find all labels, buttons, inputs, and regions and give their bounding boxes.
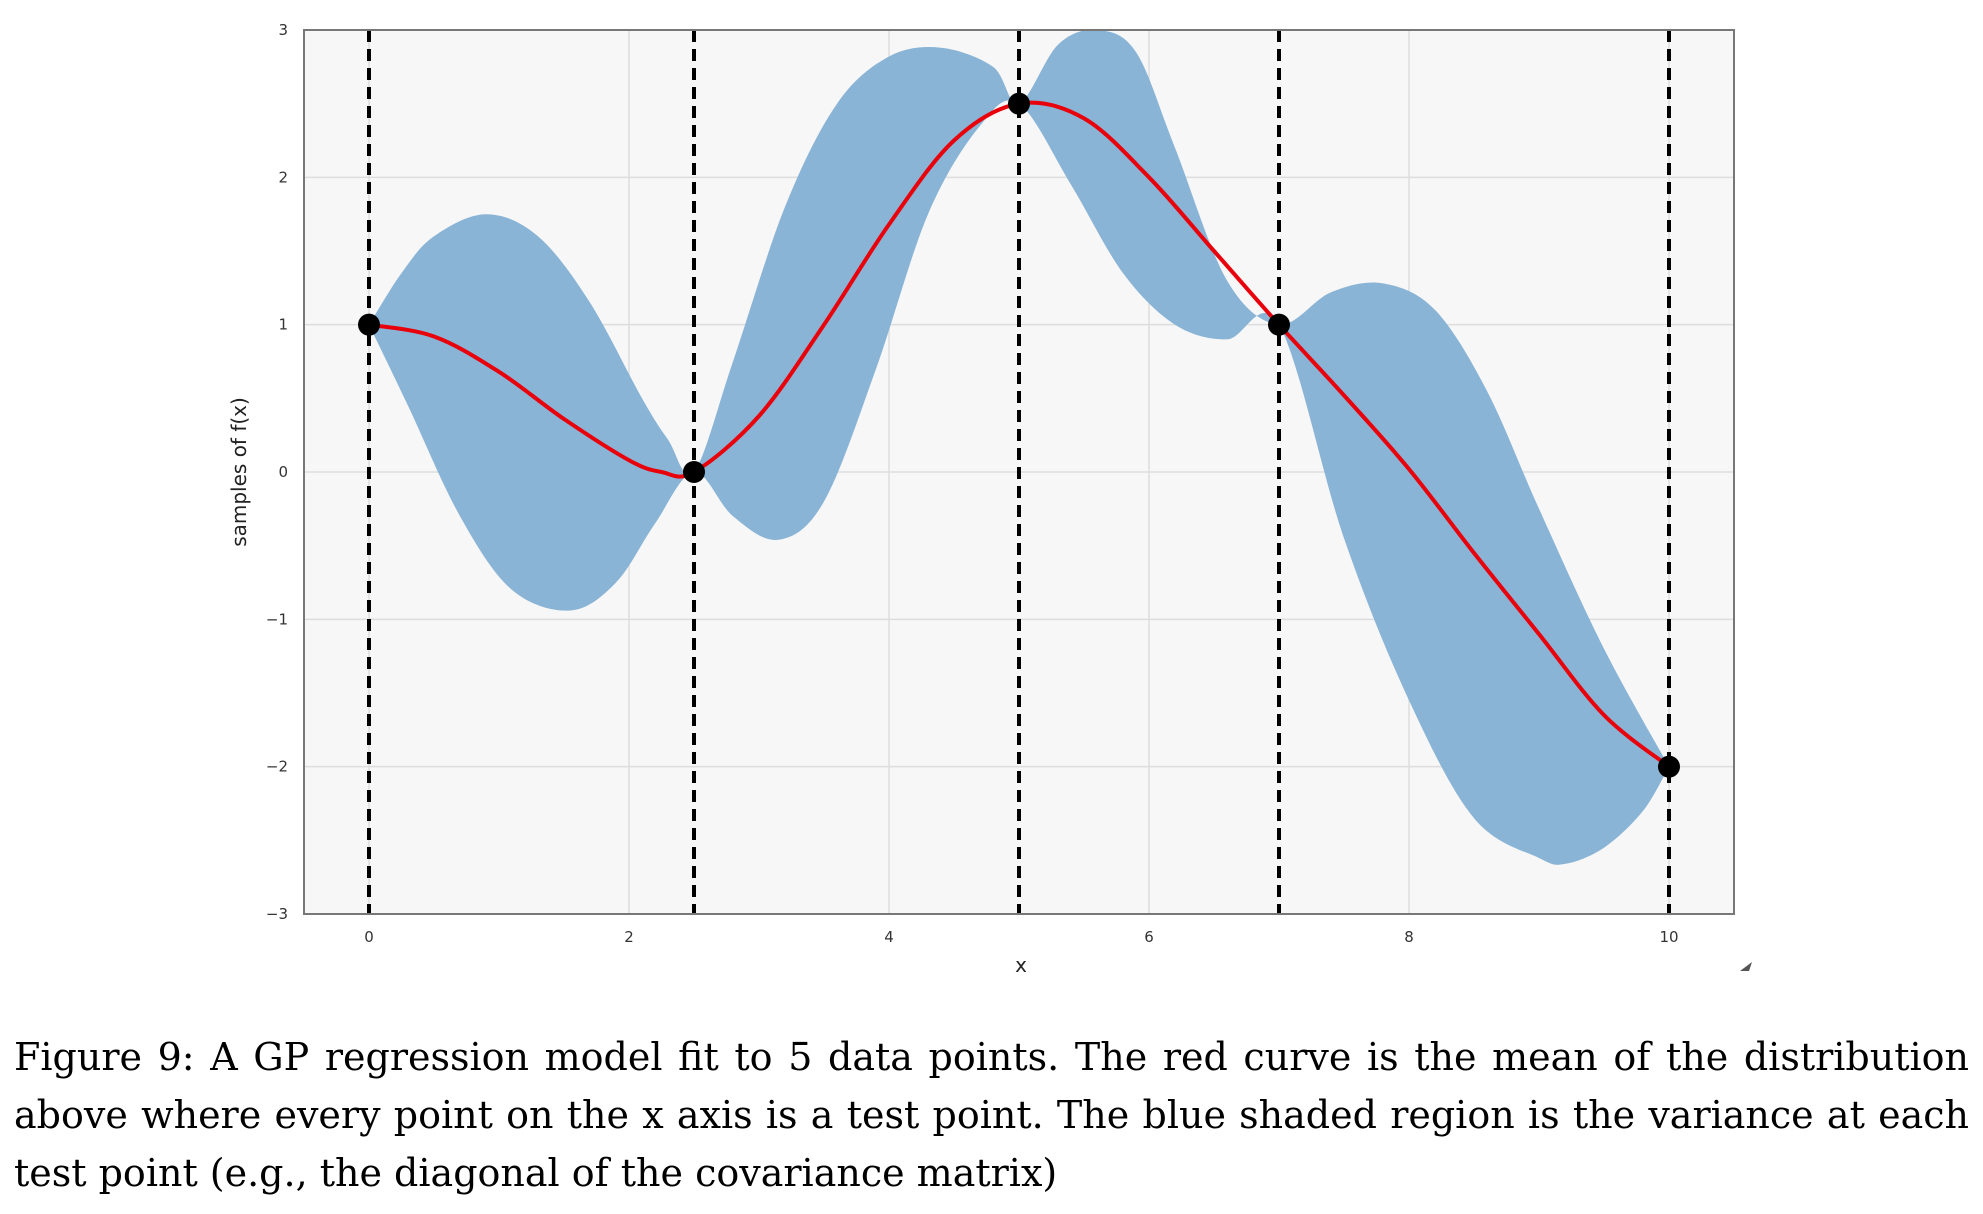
variance-band — [369, 29, 1669, 865]
x-tick-label: 2 — [624, 928, 634, 946]
figure: 0 2 4 6 8 10 −3 −2 −1 0 1 2 3 x samples of f(x) — [227, 21, 1752, 977]
training-point — [1008, 92, 1030, 115]
resize-handle-icon[interactable] — [1740, 962, 1752, 971]
training-points — [358, 92, 1680, 778]
y-tick-label: 2 — [278, 168, 288, 186]
x-tick-label: 8 — [1404, 928, 1414, 946]
tick-labels: 0 2 4 6 8 10 −3 −2 −1 0 1 2 3 — [266, 21, 1679, 946]
training-point — [683, 461, 705, 483]
y-tick-label: 0 — [278, 463, 288, 481]
x-tick-label: 10 — [1659, 928, 1678, 946]
y-tick-label: −3 — [266, 905, 288, 923]
y-tick-label: 1 — [278, 316, 288, 334]
y-axis-label: samples of f(x) — [227, 397, 251, 547]
x-axis-label: x — [1015, 953, 1027, 977]
figure-caption: Figure 9: A GP regression model fit to 5… — [14, 1035, 1969, 1195]
plot-frame — [303, 29, 1735, 915]
training-point — [1658, 755, 1680, 778]
gp-regression-chart: 0 2 4 6 8 10 −3 −2 −1 0 1 2 3 x samples of f(x) — [227, 21, 1752, 977]
y-tick-label: 3 — [278, 21, 288, 39]
y-tick-label: −2 — [266, 758, 288, 776]
x-tick-label: 6 — [1144, 928, 1154, 946]
training-point — [358, 313, 380, 336]
x-tick-label: 0 — [364, 928, 374, 946]
training-point — [1268, 313, 1290, 336]
y-tick-label: −1 — [266, 610, 288, 628]
x-tick-label: 4 — [884, 928, 894, 946]
